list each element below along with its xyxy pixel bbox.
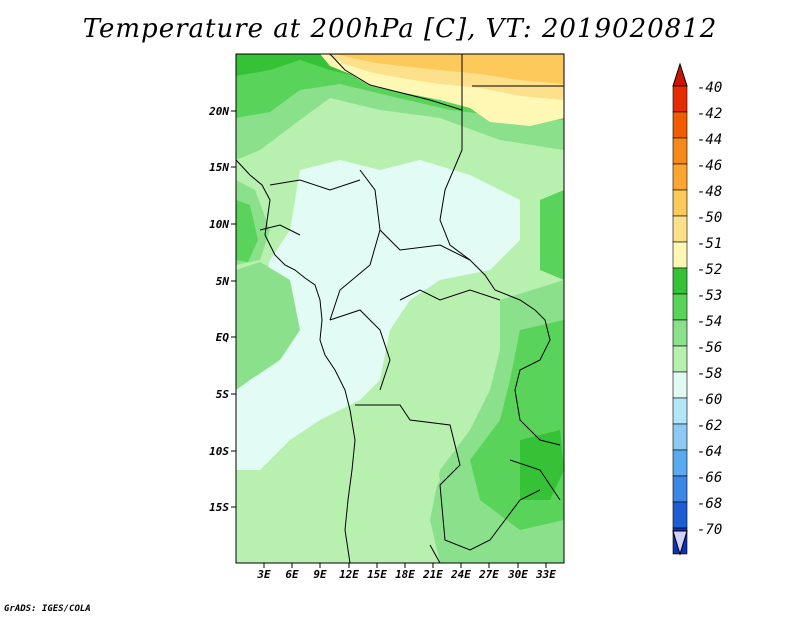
colorbar-label: -54: [697, 314, 722, 330]
colorbar-label: -53: [697, 288, 722, 304]
colorbar-label: -68: [697, 496, 722, 512]
lon-label: 30E: [507, 568, 528, 581]
colorbar-box: [672, 293, 688, 321]
colorbar: [672, 62, 688, 556]
lat-axis: [231, 110, 236, 508]
colorbar-box: [672, 319, 688, 347]
colorbar-label: -52: [697, 262, 722, 278]
colorbar-box: [672, 111, 688, 139]
colorbar-box: [672, 163, 688, 191]
colorbar-top-arrow: [672, 62, 688, 87]
colorbar-box: [672, 215, 688, 243]
credit-text: GrADS: IGES/COLA: [4, 604, 91, 614]
colorbar-box: [672, 267, 688, 295]
lon-label: 6E: [285, 568, 299, 581]
lon-label: 12E: [339, 568, 359, 581]
colorbar-label: -66: [697, 470, 722, 486]
colorbar-box: [672, 449, 688, 477]
lon-label: 33E: [535, 568, 556, 581]
lat-label: 15N: [209, 161, 229, 174]
lon-label: 18E: [395, 568, 415, 581]
colorbar-label: -42: [697, 106, 722, 122]
colorbar-bottom-arrow: [672, 530, 688, 556]
lat-label: 10N: [209, 218, 229, 231]
colorbar-label: -62: [697, 418, 722, 434]
colorbar-box: [672, 371, 688, 399]
colorbar-box: [672, 501, 688, 529]
plot-frame: [235, 53, 565, 564]
country-borders: [236, 54, 564, 563]
lon-label: 21E: [422, 568, 443, 581]
colorbar-label: -50: [697, 210, 722, 226]
colorbar-label: -51: [697, 236, 722, 252]
colorbar-box: [672, 85, 688, 113]
colorbar-label: -64: [697, 444, 722, 460]
colorbar-box: [672, 397, 688, 425]
lat-label: 15S: [209, 501, 229, 514]
colorbar-box: [672, 423, 688, 451]
lat-label: 10S: [209, 445, 229, 458]
colorbar-label: -58: [697, 366, 722, 382]
lon-label: 24E: [450, 568, 471, 581]
lat-label: 20N: [208, 105, 229, 118]
map-title: Temperature at 200hPa [C], VT: 201902081…: [82, 14, 718, 44]
colorbar-label: -56: [697, 340, 722, 356]
colorbar-box: [672, 189, 688, 217]
lon-label: 9E: [313, 568, 327, 581]
colorbar-label: -60: [697, 392, 722, 408]
lat-label: 5N: [216, 275, 230, 288]
colorbar-label: -44: [697, 132, 722, 148]
lat-label: EQ: [216, 331, 230, 344]
lon-axis: [263, 563, 547, 568]
temperature-field: [236, 54, 564, 563]
colorbar-label: -46: [697, 158, 722, 174]
colorbar-label: -70: [697, 522, 722, 538]
colorbar-box: [672, 137, 688, 165]
lon-label: 15E: [367, 568, 387, 581]
colorbar-box: [672, 345, 688, 373]
lat-label: 5S: [216, 388, 230, 401]
colorbar-label: -48: [697, 184, 722, 200]
lon-label: 3E: [256, 568, 271, 581]
colorbar-box: [672, 241, 688, 269]
lon-label: 27E: [478, 568, 499, 581]
colorbar-box: [672, 475, 688, 503]
colorbar-label: -40: [697, 80, 722, 96]
